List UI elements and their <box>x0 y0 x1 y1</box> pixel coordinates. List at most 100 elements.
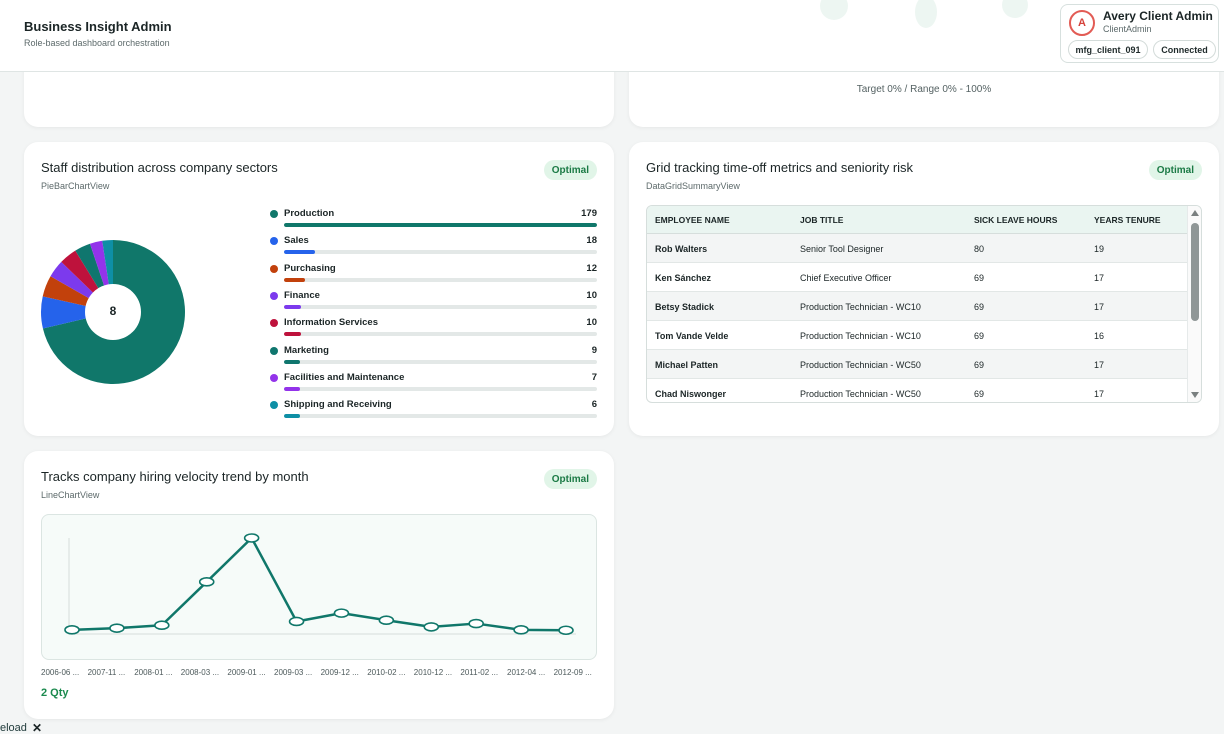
data-point[interactable] <box>468 618 484 629</box>
pie-card: Staff distribution across company sector… <box>24 142 614 436</box>
x-tick-label: 2012-04 ... <box>507 668 546 677</box>
legend-item[interactable]: Information Services 10 <box>270 317 597 344</box>
legend-value: 12 <box>586 262 597 274</box>
table-cell: Production Technician - WC50 <box>800 389 921 399</box>
legend-label: Finance <box>284 289 320 301</box>
legend-item[interactable]: Facilities and Maintenance 7 <box>270 372 597 399</box>
gauge-target-text: Target 0% / Range 0% - 100% <box>856 84 992 95</box>
table-row[interactable]: Michael Patten Production Technician - WC… <box>647 350 1187 379</box>
legend-item[interactable]: Marketing 9 <box>270 345 597 372</box>
reload-link[interactable]: eload <box>0 722 27 734</box>
data-point[interactable] <box>513 625 529 635</box>
close-icon[interactable]: ✕ <box>32 721 43 734</box>
table-row[interactable]: Tom Vande Velde Production Technician - W… <box>647 321 1187 350</box>
legend-label: Shipping and Receiving <box>284 399 392 411</box>
legend-item[interactable]: Production 179 <box>270 208 597 235</box>
line-card: Tracks company hiring velocity trend by … <box>24 451 614 719</box>
legend-bar-fill <box>284 250 316 255</box>
table-cell: 69 <box>974 273 985 283</box>
legend-item[interactable]: Sales 18 <box>270 235 597 262</box>
scroll-thumb[interactable] <box>1191 223 1199 321</box>
table-cell: Production Technician - WC10 <box>800 331 921 341</box>
pie-slice[interactable] <box>41 296 114 329</box>
x-tick-label: 2007-11 ... <box>87 668 126 677</box>
data-point[interactable] <box>243 533 260 543</box>
legend-label: Purchasing <box>284 262 336 274</box>
legend-item[interactable]: Shipping and Receiving 6 <box>270 399 597 426</box>
legend-value: 18 <box>586 235 597 247</box>
legend-item[interactable]: Finance 10 <box>270 290 597 317</box>
user-role: ClientAdmin <box>1103 24 1152 34</box>
column-header[interactable]: EMPLOYEE NAME <box>655 215 730 225</box>
data-point[interactable] <box>423 622 440 632</box>
x-tick-label: 2008-01 ... <box>134 668 173 677</box>
table-cell: Production Technician - WC10 <box>800 302 921 312</box>
pie-card-view: PieBarChartView <box>41 181 110 191</box>
legend-value: 6 <box>591 399 597 411</box>
app-title: Business Insight Admin <box>24 19 172 34</box>
grid-card-title: Grid tracking time-off metrics and senio… <box>646 160 914 175</box>
data-point[interactable] <box>198 577 215 587</box>
user-card[interactable]: A Avery Client Admin ClientAdmin mfg_cli… <box>1060 4 1219 63</box>
legend-value: 10 <box>586 317 597 329</box>
data-point[interactable] <box>378 615 395 626</box>
table-cell: 17 <box>1094 302 1105 312</box>
legend-bar-track <box>284 277 597 282</box>
pie-chart <box>41 240 186 384</box>
line-card-view: LineChartView <box>41 490 100 500</box>
data-grid[interactable]: EMPLOYEE NAME JOB TITLE SICK LEAVE HOURS… <box>646 205 1202 403</box>
table-row[interactable]: Betsy Stadick Production Technician - WC1… <box>647 292 1187 321</box>
x-tick-label: 2006-06 ... <box>41 668 80 677</box>
x-tick-label: 2008-03 ... <box>180 668 220 677</box>
legend-bar-track <box>284 414 597 419</box>
table-cell: Rob Walters <box>655 244 708 254</box>
x-tick-label: 2009-01 ... <box>227 668 266 677</box>
scroll-up-icon[interactable] <box>1191 210 1199 216</box>
data-point[interactable] <box>154 620 170 631</box>
table-cell: 17 <box>1094 360 1105 370</box>
legend-dot-icon <box>270 210 278 218</box>
pie-card-title: Staff distribution across company sector… <box>41 160 278 175</box>
legend-bar-fill <box>284 277 305 282</box>
data-point[interactable] <box>288 616 305 627</box>
table-cell: Michael Patten <box>655 360 719 370</box>
legend-label: Marketing <box>284 344 329 356</box>
table-cell: 69 <box>974 331 985 341</box>
data-point[interactable] <box>558 625 574 636</box>
table-cell: 17 <box>1094 273 1105 283</box>
chart-axis <box>68 538 576 635</box>
table-row[interactable]: Ken Sánchez Chief Executive Officer 69 17 <box>647 263 1187 292</box>
status-badge: Optimal <box>1148 160 1202 180</box>
data-point[interactable] <box>333 608 350 618</box>
decorative-blob <box>1002 0 1028 18</box>
table-cell: Production Technician - WC50 <box>800 360 921 370</box>
legend-value: 7 <box>591 371 597 383</box>
legend-value: 179 <box>581 208 597 219</box>
legend-bar-track <box>284 223 597 227</box>
grid-scrollbar[interactable] <box>1187 206 1201 402</box>
legend-bar-track <box>284 304 597 309</box>
legend-bar-fill <box>284 223 597 227</box>
legend-label: Sales <box>284 235 309 247</box>
scroll-down-icon[interactable] <box>1191 392 1199 398</box>
legend-item[interactable]: Purchasing 12 <box>270 263 597 290</box>
client-id-badge: mfg_client_091 <box>1068 40 1148 59</box>
data-point[interactable] <box>64 625 80 635</box>
legend-label: Facilities and Maintenance <box>284 371 405 383</box>
table-cell: Senior Tool Designer <box>800 244 884 254</box>
column-header[interactable]: JOB TITLE <box>800 215 844 225</box>
grid-header-row: EMPLOYEE NAME JOB TITLE SICK LEAVE HOURS… <box>647 206 1187 234</box>
table-row[interactable]: Chad Niswonger Production Technician - WC… <box>647 379 1187 402</box>
table-row[interactable]: Rob Walters Senior Tool Designer 80 19 <box>647 234 1187 263</box>
column-header[interactable]: SICK LEAVE HOURS <box>974 215 1058 225</box>
x-tick-label: 2009-03 ... <box>274 668 313 677</box>
column-header[interactable]: YEARS TENURE <box>1094 215 1161 225</box>
avatar[interactable]: A <box>1069 10 1095 36</box>
legend-dot-icon <box>270 373 278 382</box>
legend-bar-fill <box>284 414 300 419</box>
legend-dot-icon <box>270 291 278 300</box>
series-line <box>71 536 567 632</box>
connection-status-badge: Connected <box>1153 40 1216 59</box>
data-point[interactable] <box>109 623 125 633</box>
x-tick-label: 2012-09 ... <box>553 668 592 677</box>
